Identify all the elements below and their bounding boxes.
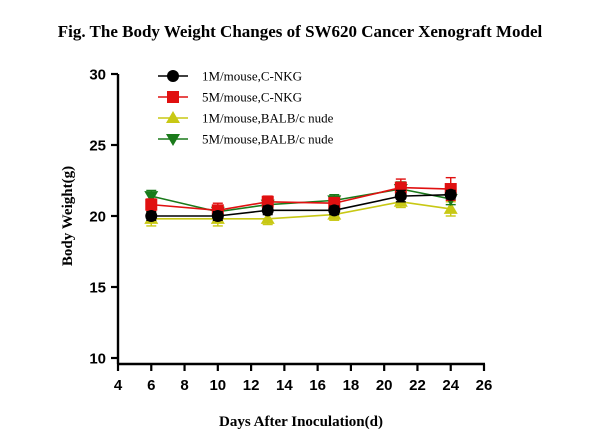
y-tick-label: 20: [89, 209, 106, 226]
legend-label: 5M/mouse,C-NKG: [202, 90, 302, 105]
x-tick-label: 16: [309, 377, 326, 394]
x-tick-label: 26: [476, 377, 493, 394]
legend-item-2: 5M/mouse,C-NKG: [158, 90, 302, 105]
data-point: [145, 198, 158, 211]
x-tick-label: 8: [180, 377, 188, 394]
y-tick-label: 15: [89, 280, 106, 297]
legend-item-3: 1M/mouse,BALB/c nude: [158, 111, 334, 126]
data-point: [261, 195, 274, 208]
y-tick-label: 25: [89, 138, 106, 155]
data-point: [394, 190, 407, 203]
legend-marker: [167, 91, 179, 103]
x-tick-label: 12: [243, 377, 260, 394]
x-tick-label: 4: [114, 377, 123, 394]
legend-label: 1M/mouse,BALB/c nude: [202, 111, 334, 126]
legend-marker: [167, 70, 179, 82]
x-tick-label: 20: [376, 377, 393, 394]
legend-label: 5M/mouse,BALB/c nude: [202, 132, 334, 147]
chart-title: Fig. The Body Weight Changes of SW620 Ca…: [57, 22, 543, 41]
x-tick-label: 14: [276, 377, 293, 394]
data-point: [260, 211, 275, 224]
data-point: [261, 204, 274, 217]
legend-marker: [166, 111, 180, 123]
x-tick-label: 24: [442, 377, 459, 394]
legend: 1M/mouse,C-NKG 5M/mouse,C-NKG 1M/mouse,BAL…: [158, 69, 334, 147]
series-layer: [144, 176, 458, 227]
x-tick-label: 22: [409, 377, 426, 394]
y-axis-title: Body Weight(g): [60, 166, 76, 266]
data-point: [443, 201, 458, 214]
data-point: [144, 191, 159, 204]
legend-item-1: 1M/mouse,C-NKG: [158, 69, 302, 84]
data-point: [444, 188, 457, 201]
series-line: [151, 186, 451, 212]
x-tick-label: 18: [343, 377, 360, 394]
series-line: [151, 200, 451, 220]
x-tick-label: 6: [147, 377, 155, 394]
series-1: [145, 188, 457, 222]
x-axis-title: Days After Inoculation(d): [219, 414, 383, 430]
data-point: [211, 210, 224, 222]
y-tick-label: 30: [89, 67, 106, 84]
axes-layer: 10 15 20 25 30 4 6 8 10 12 14 16 18 20 22 24 26: [89, 67, 492, 395]
legend-item-4: 5M/mouse,BALB/c nude: [158, 132, 334, 147]
series-2: [145, 176, 457, 219]
x-tick-label: 10: [209, 377, 226, 394]
y-tick-label: 10: [89, 351, 106, 368]
data-point: [145, 210, 158, 222]
legend-marker: [166, 134, 180, 146]
series-line: [151, 193, 451, 217]
legend-label: 1M/mouse,C-NKG: [202, 69, 302, 84]
data-point: [328, 204, 341, 217]
